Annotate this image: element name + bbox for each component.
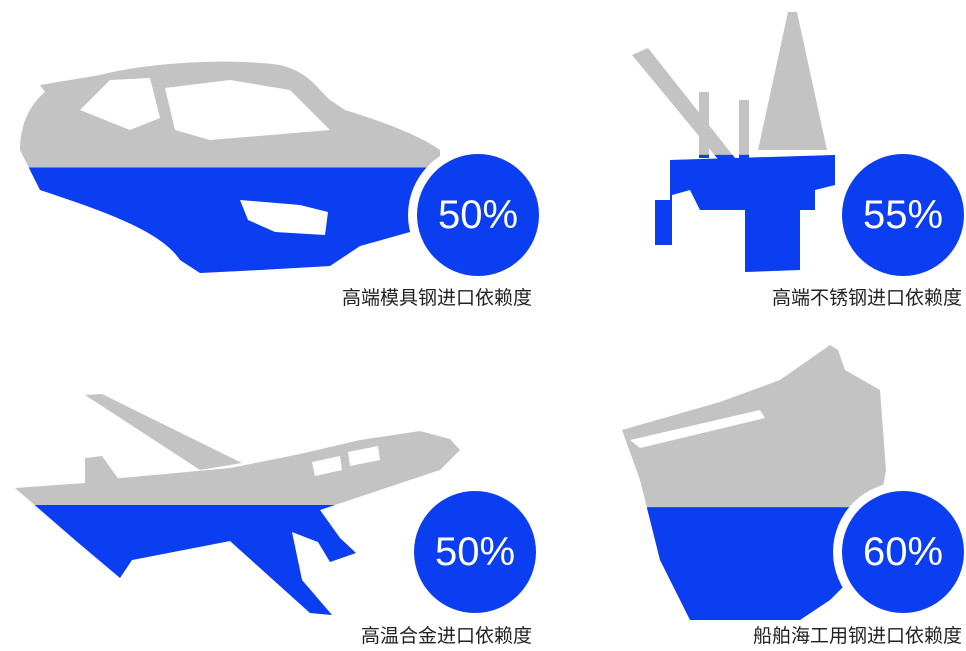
silhouette <box>15 394 460 615</box>
category-label: 船舶海工用钢进口依赖度 <box>753 625 962 647</box>
category-label: 高端不锈钢进口依赖度 <box>772 287 962 309</box>
category-label: 高端模具钢进口依赖度 <box>342 287 532 309</box>
silhouette-detail <box>165 80 330 140</box>
silhouette-detail <box>80 78 160 130</box>
badge <box>842 154 964 276</box>
badge <box>417 154 539 276</box>
value-label: 50% <box>438 193 518 237</box>
value-label: 50% <box>435 530 515 574</box>
value-label: 55% <box>863 193 943 237</box>
silhouette-detail <box>312 456 342 476</box>
silhouette-detail <box>348 446 380 466</box>
silhouette-detail <box>240 200 328 235</box>
value-label: 60% <box>863 530 943 574</box>
badge <box>414 491 536 613</box>
silhouette-detail <box>630 410 765 448</box>
badge <box>842 491 964 613</box>
category-label: 高温合金进口依赖度 <box>361 625 532 647</box>
